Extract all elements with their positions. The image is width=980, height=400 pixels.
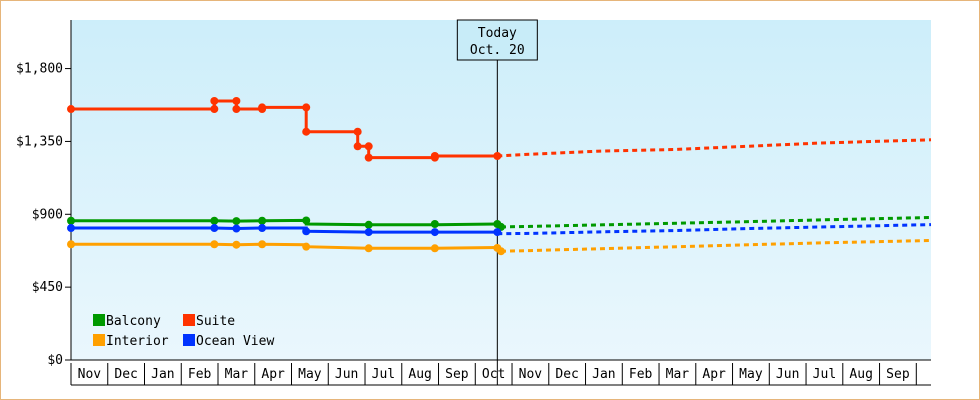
today-label: Today (478, 26, 517, 41)
data-point-balcony[interactable] (430, 220, 439, 228)
forecast-line-interior (500, 239, 932, 253)
legend-swatch (183, 334, 195, 346)
today-date: Oct. 20 (470, 43, 525, 58)
x-tick-label: Mar (225, 367, 249, 382)
x-tick-label: Mar (666, 367, 690, 382)
x-tick-label: Dec (555, 367, 578, 382)
x-tick-label: Jun (335, 367, 358, 382)
x-tick-label: Jun (776, 367, 799, 382)
series-ocean-view (67, 223, 932, 237)
legend-item-suite: Suite (183, 314, 235, 329)
series-interior (67, 239, 932, 256)
x-tick-label: Dec (114, 367, 137, 382)
y-tick-label: $900 (32, 207, 63, 222)
data-point-balcony[interactable] (67, 216, 75, 225)
data-point-ocean-view[interactable] (302, 227, 311, 236)
data-point-suite[interactable] (430, 152, 439, 160)
y-tick-label: $450 (32, 280, 63, 295)
x-tick-label: Aug (408, 367, 431, 382)
data-point-interior[interactable] (497, 247, 505, 256)
forecast-line-suite (497, 138, 932, 158)
legend-label: Interior (106, 334, 169, 349)
forecast-line-ocean-view (497, 223, 932, 236)
today-marker: Today Oct. 20 (456, 19, 538, 385)
legend-label: Suite (196, 314, 235, 329)
x-tick-label: Jan (151, 367, 174, 382)
data-point-interior[interactable] (232, 240, 241, 249)
x-tick-label: Jul (372, 367, 395, 382)
data-point-suite[interactable] (364, 153, 373, 162)
legend-swatch (93, 314, 105, 326)
y-tick-label: $1,350 (16, 134, 63, 149)
data-point-ocean-view[interactable] (210, 224, 219, 233)
data-point-interior[interactable] (302, 242, 311, 251)
legend-label: Balcony (106, 314, 161, 329)
legend-label: Ocean View (196, 334, 274, 349)
data-point-interior[interactable] (258, 240, 267, 249)
data-point-suite[interactable] (302, 103, 311, 112)
legend-item-ocean-view: Ocean View (183, 334, 274, 349)
legend-item-balcony: Balcony (93, 314, 161, 329)
data-point-suite[interactable] (302, 127, 311, 136)
legend-swatch (183, 314, 195, 326)
data-point-balcony[interactable] (232, 217, 241, 226)
data-point-ocean-view[interactable] (430, 228, 439, 237)
data-point-suite[interactable] (67, 105, 75, 114)
data-point-suite[interactable] (353, 142, 362, 151)
x-tick-label: Oct (482, 367, 505, 382)
y-axis: $0 $450 $900 $1,350 $1,800 (16, 20, 72, 368)
data-point-interior[interactable] (364, 244, 373, 253)
x-tick-label: Jan (592, 367, 615, 382)
forecast-line-balcony (500, 216, 932, 229)
data-point-ocean-view[interactable] (232, 224, 241, 233)
y-tick-label: $1,800 (16, 62, 63, 77)
data-point-ocean-view[interactable] (258, 224, 267, 233)
x-tick-label: Apr (261, 367, 285, 382)
data-point-suite[interactable] (232, 96, 241, 105)
x-tick-label: May (739, 367, 763, 382)
data-point-ocean-view[interactable] (364, 228, 373, 237)
x-tick-label: Sep (445, 367, 469, 382)
x-tick-label: Nov (519, 367, 543, 382)
data-point-suite[interactable] (210, 96, 219, 105)
series-balcony (67, 216, 932, 231)
data-point-balcony[interactable] (302, 216, 311, 225)
today-callout-box (456, 19, 538, 61)
series-suite (67, 96, 932, 162)
legend-item-interior: Interior (93, 334, 169, 349)
x-tick-label: May (298, 367, 322, 382)
series-layer (67, 96, 932, 256)
data-point-ocean-view[interactable] (493, 228, 502, 237)
x-tick-label: Nov (78, 367, 102, 382)
x-tick-label: Feb (629, 367, 653, 382)
data-point-suite[interactable] (232, 105, 241, 114)
y-tick-label: $0 (47, 353, 63, 368)
data-point-interior[interactable] (430, 244, 439, 253)
x-tick-label: Jul (813, 367, 836, 382)
data-point-balcony[interactable] (258, 216, 267, 225)
x-axis: Nov Dec Jan Feb Mar Apr May Jun Jul Aug Sep Oct Nov D… (70, 359, 931, 386)
data-point-suite[interactable] (493, 152, 502, 160)
data-point-ocean-view[interactable] (67, 224, 75, 233)
data-point-interior[interactable] (210, 240, 219, 249)
data-point-suite[interactable] (258, 103, 267, 112)
data-point-interior[interactable] (67, 240, 75, 249)
data-point-suite[interactable] (364, 142, 373, 151)
data-point-balcony[interactable] (210, 216, 219, 225)
x-tick-label: Aug (849, 367, 872, 382)
data-point-balcony[interactable] (364, 220, 373, 229)
x-tick-label: Sep (886, 367, 910, 382)
x-tick-label: Apr (702, 367, 726, 382)
legend-swatch (93, 334, 105, 346)
legend: Balcony Suite Interior Ocean View (93, 314, 274, 349)
x-tick-label: Feb (188, 367, 212, 382)
data-point-suite[interactable] (210, 105, 219, 114)
plot-area-background (71, 20, 931, 360)
history-line-suite (71, 99, 498, 160)
data-point-suite[interactable] (353, 127, 362, 136)
